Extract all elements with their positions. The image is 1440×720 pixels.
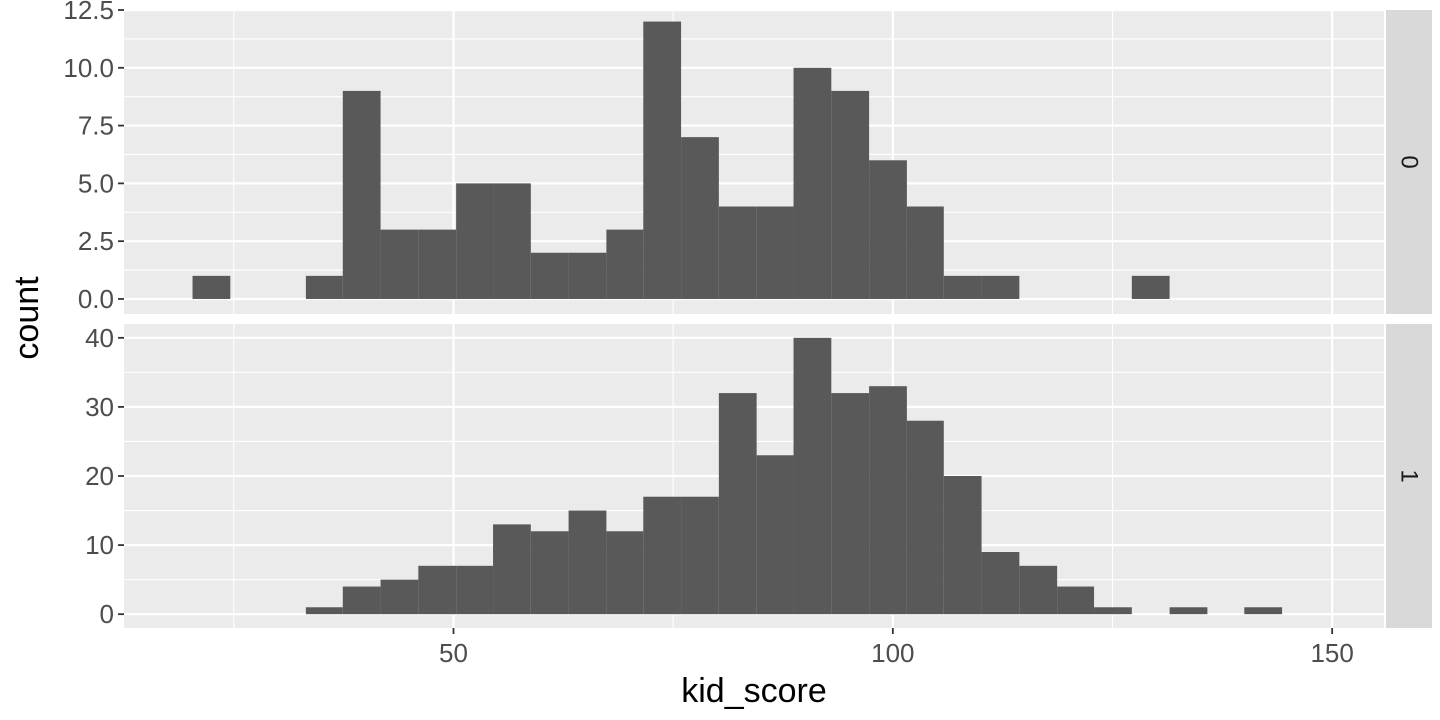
histogram-bar — [756, 455, 794, 615]
histogram-bar — [869, 386, 907, 615]
histogram-bar — [493, 524, 531, 615]
y-tick-label: 10.0 — [63, 53, 114, 83]
x-tick-label: 150 — [1310, 638, 1353, 668]
histogram-bar — [380, 229, 419, 299]
facet-panels: 0.0 2.5 5.0 7.5 10.0 12.5 0 0 10 20 30 40 1 — [63, 0, 1432, 629]
facet-strip-label: 1 — [1396, 469, 1423, 482]
histogram-bar — [342, 90, 381, 299]
histogram-bar — [418, 229, 457, 299]
y-tick-label: 30 — [85, 392, 114, 422]
histogram-bar — [793, 337, 832, 615]
histogram-bar — [493, 183, 531, 299]
histogram-bar — [568, 252, 607, 299]
histogram-bar — [718, 206, 757, 299]
facet-strip-background — [1386, 10, 1432, 314]
histogram-bar — [418, 565, 457, 615]
y-tick-label: 0 — [100, 599, 114, 629]
histogram-bar — [718, 393, 757, 615]
histogram-bar — [869, 160, 907, 299]
y-tick-label: 12.5 — [63, 0, 114, 25]
y-tick-label: 7.5 — [78, 111, 114, 141]
y-tick-label: 10 — [85, 530, 114, 560]
y-tick-label: 20 — [85, 461, 114, 491]
histogram-bar — [305, 275, 343, 299]
y-tick-label: 0.0 — [78, 284, 114, 314]
histogram-bar — [831, 90, 870, 299]
facet-strip-background — [1386, 324, 1432, 628]
histogram-bar — [756, 206, 794, 299]
y-tick-label: 5.0 — [78, 168, 114, 198]
histogram-bar — [943, 476, 982, 615]
histogram-bar — [568, 510, 607, 615]
histogram-bar — [1019, 565, 1058, 615]
histogram-bar — [606, 229, 644, 299]
x-axis-title: kid_score — [681, 672, 827, 710]
histogram-bar — [1131, 275, 1170, 299]
histogram-bar — [305, 607, 343, 615]
histogram-bar — [606, 531, 644, 615]
histogram-bar — [981, 275, 1020, 299]
facet-panel-1: 0 10 20 30 40 1 — [85, 323, 1432, 629]
histogram-bar — [681, 496, 719, 615]
histogram-bar — [681, 137, 719, 299]
histogram-bar — [981, 552, 1020, 615]
histogram-bar — [831, 393, 870, 615]
histogram-bar — [192, 275, 231, 299]
y-axis-title: count — [8, 276, 46, 360]
histogram-bar — [643, 21, 682, 299]
histogram-bar — [380, 579, 419, 615]
histogram-bar — [342, 586, 381, 615]
histogram-bar — [793, 67, 832, 299]
y-tick-label: 2.5 — [78, 226, 114, 256]
y-tick-label: 40 — [85, 323, 114, 353]
histogram-bar — [530, 252, 569, 299]
x-axis: 50 100 150 — [439, 628, 1354, 668]
histogram-bar — [906, 420, 944, 615]
x-tick-label: 50 — [439, 638, 468, 668]
facet-strip-label: 0 — [1396, 155, 1423, 168]
histogram-bar — [943, 275, 982, 299]
facet-panel-0: 0.0 2.5 5.0 7.5 10.0 12.5 0 — [63, 0, 1432, 314]
histogram-bar — [456, 565, 494, 615]
histogram-bar — [1244, 607, 1283, 615]
histogram-bar — [906, 206, 944, 299]
histogram-bar — [530, 531, 569, 615]
histogram-bar — [1094, 607, 1132, 615]
facet-strip-0: 0 — [1386, 10, 1432, 314]
histogram-bar — [456, 183, 494, 299]
x-tick-label: 100 — [871, 638, 914, 668]
histogram-bar — [643, 496, 682, 615]
histogram-bar — [1057, 586, 1095, 615]
facet-strip-1: 1 — [1386, 324, 1432, 628]
histogram-bar — [1169, 607, 1208, 615]
